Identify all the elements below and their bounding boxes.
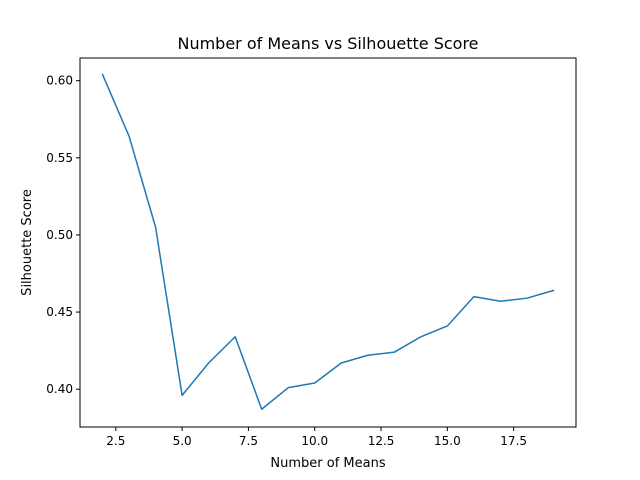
- chart-title: Number of Means vs Silhouette Score: [177, 34, 478, 53]
- y-tick-label: 0.55: [46, 151, 73, 165]
- axes-frame: [79, 57, 577, 428]
- x-tick-label: 12.5: [368, 434, 395, 448]
- x-tick-label: 2.5: [106, 434, 125, 448]
- y-tick-label: 0.40: [46, 382, 73, 396]
- y-axis: 0.40 0.45 0.50 0.55 0.60: [46, 74, 80, 396]
- y-tick-label: 0.45: [46, 305, 73, 319]
- plot-area: [101, 73, 555, 411]
- x-tick-label: 5.0: [173, 434, 192, 448]
- x-axis-label: Number of Means: [270, 456, 385, 471]
- y-tick-label: 0.50: [46, 228, 73, 242]
- x-tick-label: 7.5: [239, 434, 258, 448]
- y-axis-label: Silhouette Score: [20, 189, 35, 296]
- x-axis: 2.5 5.0 7.5 10.0 12.5 15.0 17.5: [106, 427, 527, 448]
- x-tick-label: 17.5: [500, 434, 527, 448]
- x-tick-label: 10.0: [301, 434, 328, 448]
- x-tick-label: 15.0: [434, 434, 461, 448]
- series-line: [101, 73, 555, 411]
- y-tick-label: 0.60: [46, 74, 73, 88]
